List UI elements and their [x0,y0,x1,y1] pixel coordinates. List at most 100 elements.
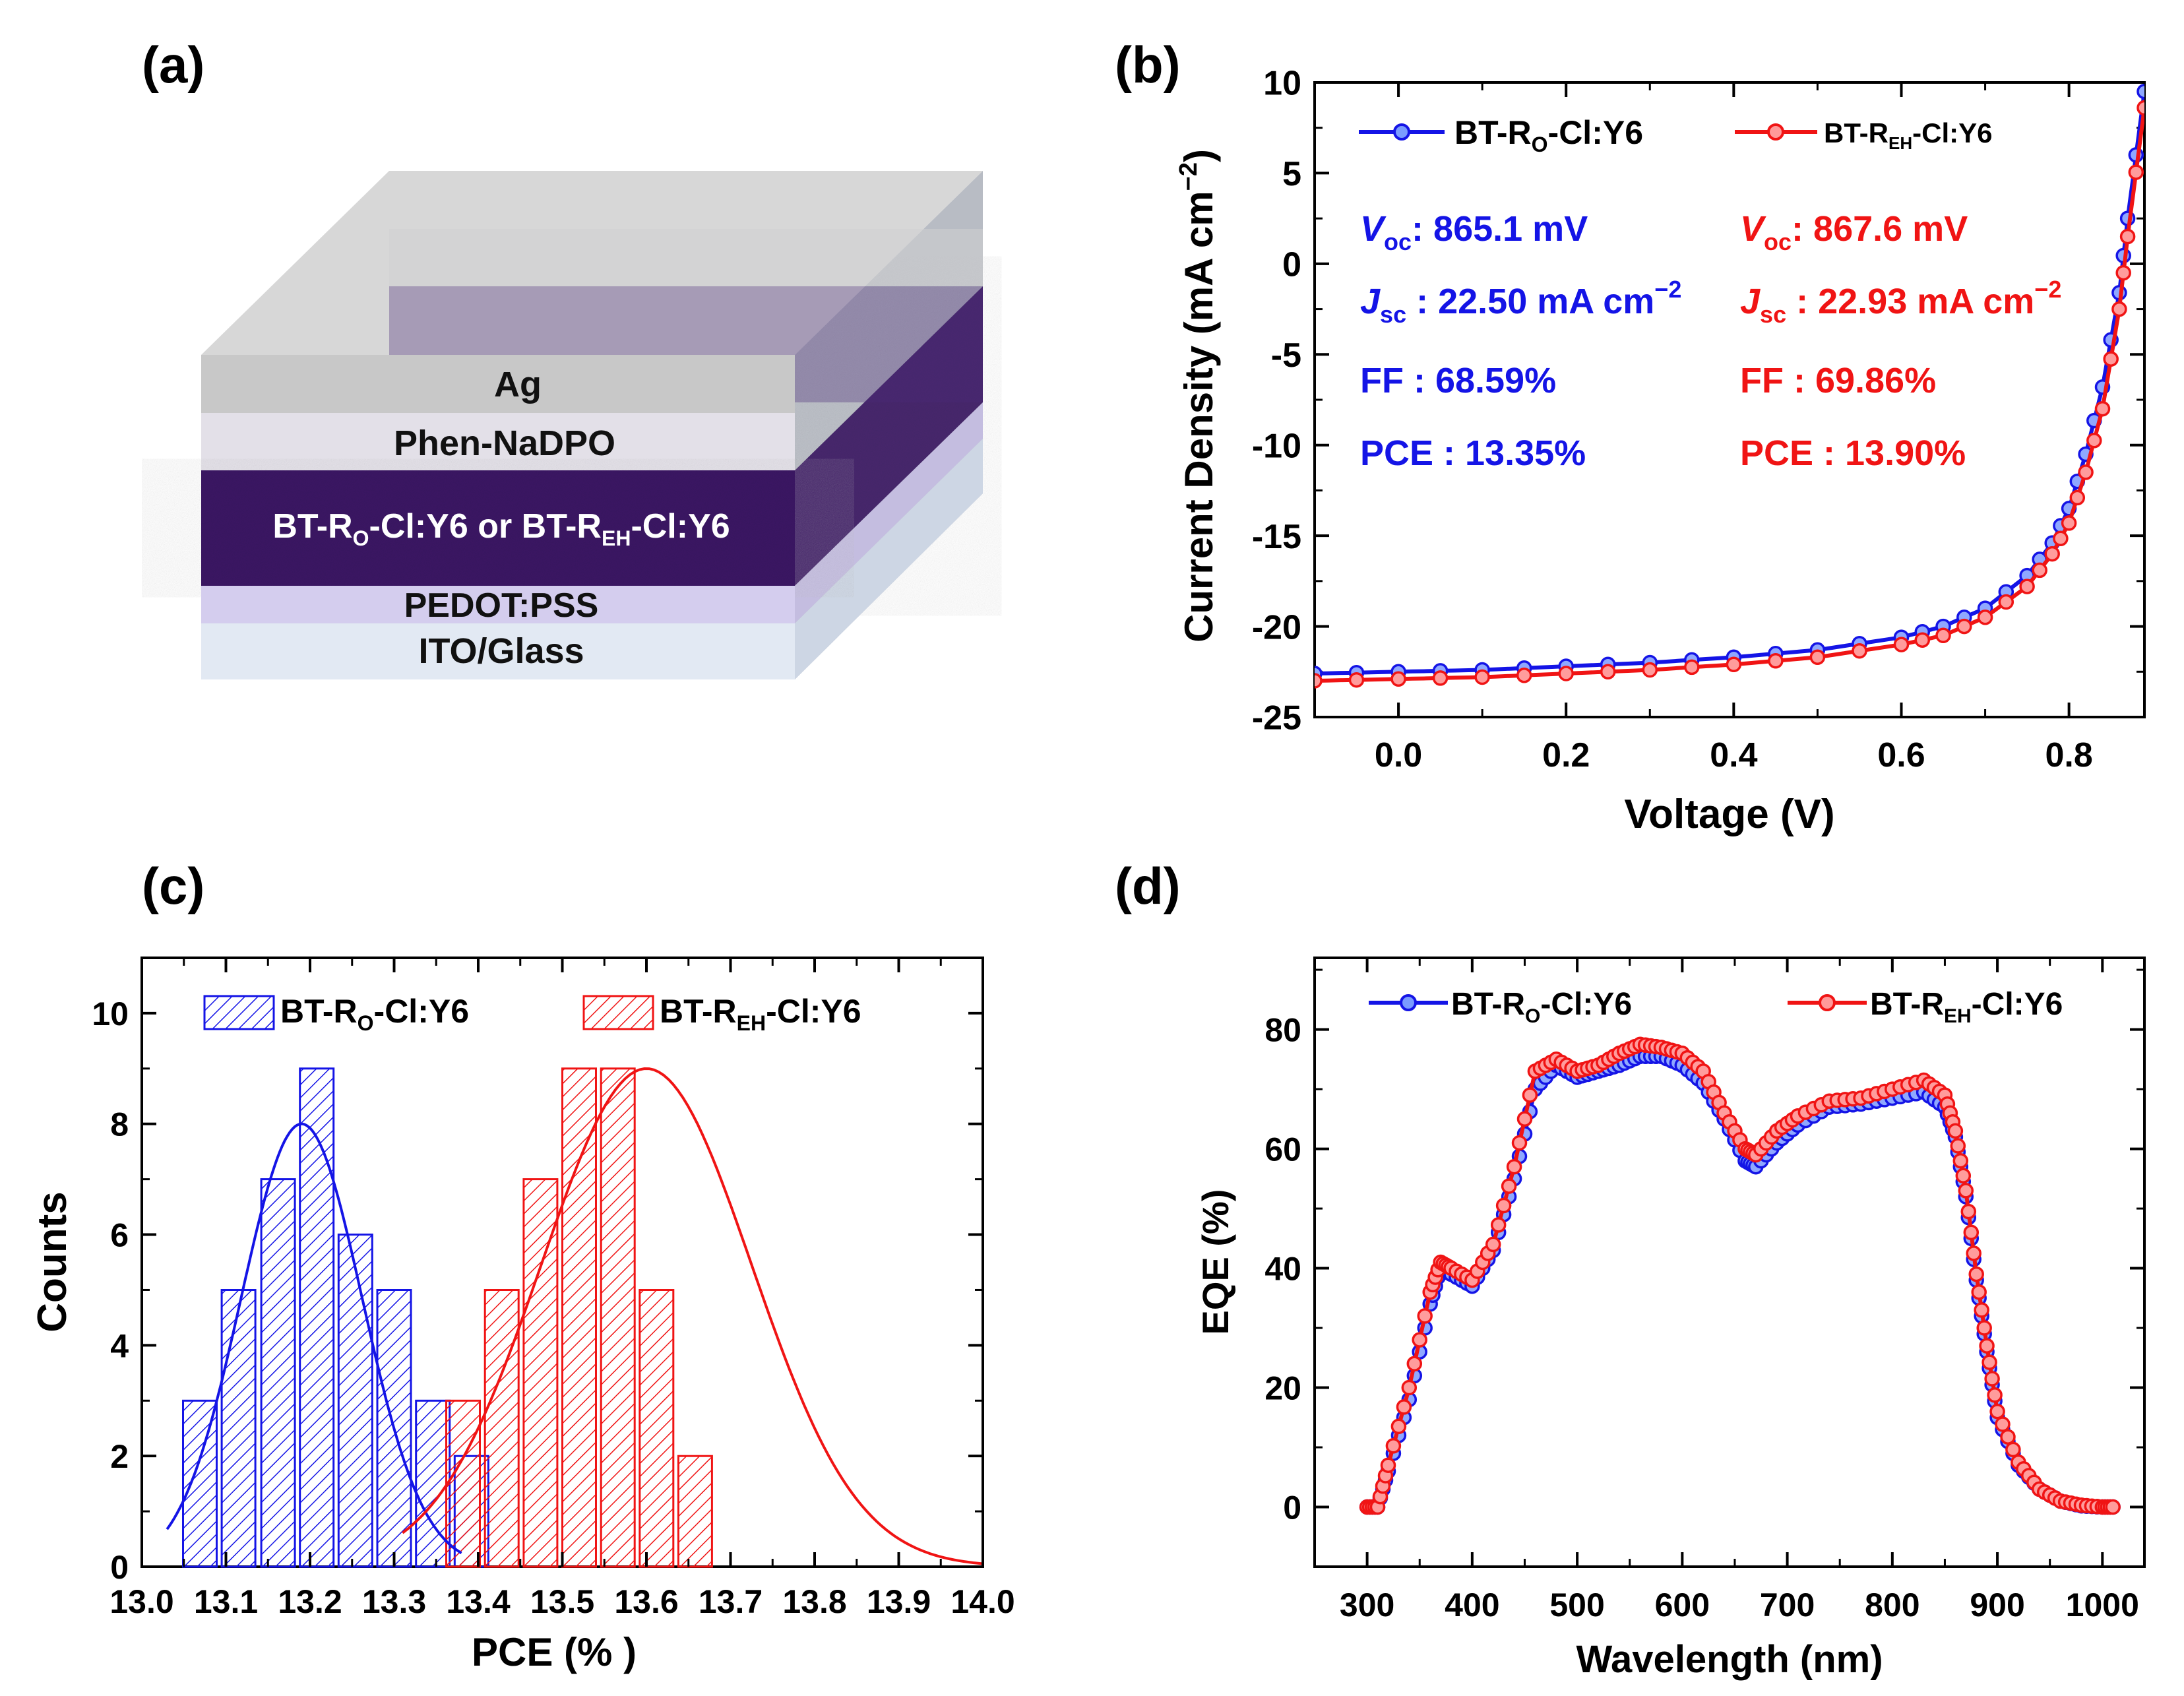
data-point [2019,579,2035,594]
data-point [1976,1320,1992,1336]
data-point [2115,265,2131,281]
layer-pedot-pss [201,586,795,623]
x-tick-label: 13.3 [362,1583,426,1620]
y-tick-label: 60 [1264,1131,1301,1168]
data-point [1955,1168,1972,1184]
data-point [1935,627,1951,644]
jv-y-axis-label: Current Density (mA cm−2) [1175,149,1221,643]
hist-legend-blue: BT-RO-Cl:Y6 [280,993,469,1035]
x-tick-label: 400 [1445,1586,1499,1623]
eqe-plot-frame [1313,957,2146,1568]
y-tick-label: 0 [110,1549,129,1586]
data-point [1490,1217,1507,1233]
pce-red: PCE : 13.90% [1740,433,1966,473]
data-point [1558,666,1574,681]
data-point [1960,1203,1977,1220]
y-tick-label: -10 [1252,427,1301,465]
x-tick-label: 13.2 [278,1583,342,1620]
x-tick-label: 0.6 [1877,736,1925,774]
histogram-bar [677,1455,713,1568]
data-point [2128,164,2144,180]
y-tick-label: 0 [1283,1490,1301,1526]
series-red [1315,100,2144,689]
x-tick-label: 13.9 [867,1583,931,1620]
hist-legend: BT-RO-Cl:Y6 BT-REH-Cl:Y6 [203,993,861,1035]
voc-red: Voc: 867.6 mV [1740,209,1968,255]
data-point [2032,562,2047,579]
data-point [2094,400,2111,417]
jv-legend: BT-RO-Cl:Y6 BT-REH-Cl:Y6 [1359,114,1992,156]
x-tick-label: 13.5 [530,1583,594,1620]
data-point [1516,1111,1533,1127]
histogram-bar [299,1067,335,1568]
x-tick-label: 14.0 [951,1583,1014,1620]
histogram-bar [445,1399,481,1568]
data-point [1412,1332,1427,1348]
x-tick-label: 1000 [2066,1586,2139,1623]
y-tick-label: 80 [1264,1012,1301,1049]
histogram-bar [522,1178,559,1568]
ff-blue: FF : 68.59% [1360,361,1556,400]
x-tick-label: 0.0 [1375,736,1422,774]
histogram-bar [220,1289,257,1568]
data-point [1809,649,1826,666]
data-point [1495,1197,1512,1214]
data-point [2111,301,2127,317]
layer-label-pedot: PEDOT:PSS [404,586,599,625]
pedot-side-face [795,402,983,623]
x-tick-label: 13.8 [782,1583,846,1620]
layer-ito-glass [201,623,795,679]
eqe-legend-marker-blue [1400,994,1417,1011]
hist-y-axis-label: Counts [30,1191,75,1333]
data-point [1522,1087,1538,1103]
histogram-bar [260,1178,296,1568]
layer-label-active: BT-RO-Cl:Y6 or BT-REH-Cl:Y6 [272,507,730,550]
x-tick-label: 0.4 [1710,736,1757,774]
eqe-legend-blue: BT-RO-Cl:Y6 [1451,987,1632,1027]
data-point [1516,668,1532,683]
eqe-y-axis-label: EQE (%) [1195,1189,1236,1335]
data-point [1974,1302,1989,1318]
data-point [1995,1416,2011,1432]
histogram-bar [600,1067,636,1568]
y-tick-label: 40 [1264,1251,1301,1288]
y-tick-label: 6 [110,1217,129,1254]
x-tick-label: 13.0 [109,1583,173,1620]
data-point [1642,662,1658,678]
data-point [1893,637,1910,652]
y-tick-label: -15 [1252,518,1301,556]
layer-phen-nadpo [201,413,795,470]
data-point [1947,1123,1964,1139]
x-tick-label: 700 [1760,1586,1815,1623]
data-point [1968,1266,1984,1282]
x-tick-label: 900 [1970,1586,2024,1623]
y-tick-label: 8 [110,1106,129,1143]
jsc-blue: Jsc : 22.50 mA cm−2 [1360,276,1681,328]
y-tick-label: 0 [1282,246,1301,284]
legend-swatch-blue [203,995,275,1030]
data-point [2103,351,2119,367]
data-point [1385,1438,1402,1454]
histogram-bar [337,1234,373,1568]
inner-plane-1 [389,229,983,286]
ff-red: FF : 69.86% [1740,361,1936,400]
data-point [1684,659,1700,675]
x-tick-label: 600 [1655,1586,1710,1623]
data-point [1501,1178,1517,1194]
data-point [1852,643,1867,659]
eqe-chart: 300 400 500 600 700 800 900 1000 0 20 40 60 80 Wavel… [1195,957,2146,1681]
data-point [1998,594,2014,610]
histogram-bar [182,1399,218,1568]
hist-x-axis-label: PCE (% ) [472,1630,637,1674]
layer-active [201,470,795,586]
data-point [2137,100,2144,116]
data-point [2086,433,2102,449]
x-tick-label: 13.4 [446,1583,511,1620]
y-tick-label: -5 [1271,336,1301,375]
panel-label-b: (b) [1115,36,1181,94]
data-point [1977,610,1993,625]
data-point [2078,464,2094,480]
jv-annotation-red: Voc: 867.6 mV Jsc : 22.93 mA cm−2 FF : 6… [1740,209,2061,473]
data-point [2000,1429,2016,1445]
x-tick-label: 0.2 [1542,736,1590,774]
